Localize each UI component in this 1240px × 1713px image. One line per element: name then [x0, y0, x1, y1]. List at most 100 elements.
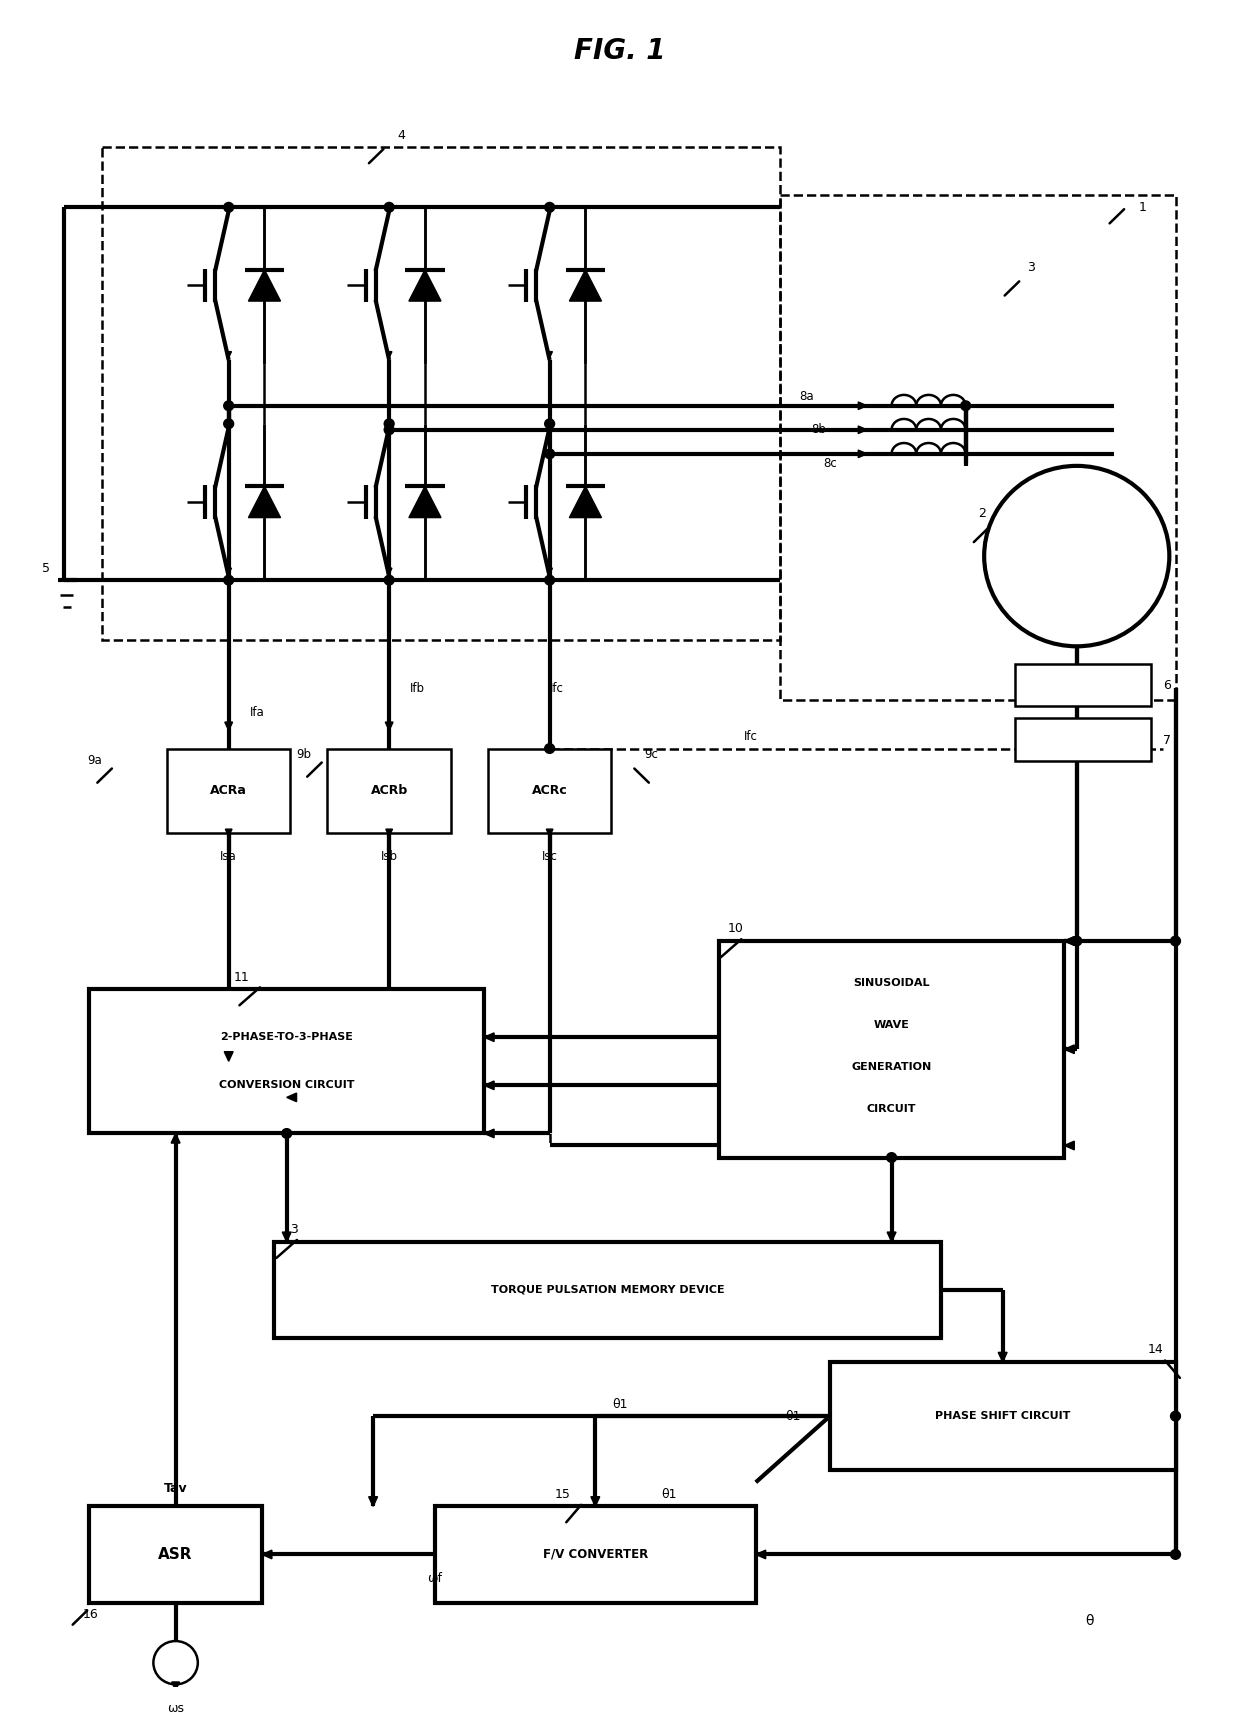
Circle shape [384, 425, 394, 435]
Polygon shape [226, 351, 232, 358]
Polygon shape [387, 351, 392, 358]
Circle shape [384, 576, 394, 584]
Polygon shape [1064, 937, 1074, 946]
Circle shape [1171, 937, 1180, 946]
Text: SINUSOIDAL: SINUSOIDAL [853, 978, 930, 988]
Polygon shape [569, 486, 601, 517]
Text: ASR: ASR [159, 1547, 193, 1562]
Text: Ifb: Ifb [410, 682, 425, 695]
Text: 1: 1 [1138, 200, 1146, 214]
Polygon shape [858, 451, 867, 457]
Circle shape [223, 202, 233, 212]
Text: 16: 16 [83, 1609, 99, 1620]
Polygon shape [547, 569, 552, 574]
Polygon shape [262, 1550, 272, 1559]
Polygon shape [591, 1497, 600, 1506]
Bar [89, 988, 484, 1134]
Bar [89, 1506, 262, 1603]
Polygon shape [283, 1232, 291, 1242]
Polygon shape [409, 486, 441, 517]
Polygon shape [171, 1682, 180, 1691]
Text: 14: 14 [1147, 1343, 1163, 1357]
Polygon shape [858, 403, 867, 409]
Text: CIRCUIT: CIRCUIT [867, 1105, 916, 1115]
Circle shape [961, 401, 971, 411]
Bar [327, 749, 451, 833]
Text: 5: 5 [42, 562, 50, 574]
Circle shape [544, 202, 554, 212]
Text: 13: 13 [283, 1223, 299, 1237]
Text: GENERATION: GENERATION [852, 1062, 931, 1072]
Polygon shape [409, 271, 441, 301]
Bar [830, 1362, 1176, 1470]
Polygon shape [386, 723, 393, 730]
Circle shape [281, 1129, 291, 1137]
Circle shape [544, 449, 554, 459]
Text: 9a: 9a [87, 754, 102, 767]
Text: 8b: 8b [811, 423, 826, 437]
Circle shape [887, 1153, 897, 1163]
Text: 2-PHASE-TO-3-PHASE: 2-PHASE-TO-3-PHASE [221, 1033, 353, 1042]
Circle shape [223, 420, 233, 428]
Circle shape [223, 401, 233, 411]
Polygon shape [756, 1550, 765, 1559]
Bar [274, 1242, 941, 1338]
Bar [1016, 718, 1151, 761]
Text: ωf: ωf [428, 1573, 443, 1585]
Text: Isb: Isb [381, 850, 398, 863]
Text: 3: 3 [1028, 260, 1035, 274]
Circle shape [544, 576, 554, 584]
Text: Ifc: Ifc [744, 730, 758, 743]
Circle shape [985, 466, 1169, 646]
Circle shape [223, 576, 233, 584]
Text: 9c: 9c [645, 749, 658, 761]
Polygon shape [484, 1129, 494, 1137]
Bar [435, 1506, 756, 1603]
Text: θ1: θ1 [662, 1489, 677, 1501]
Polygon shape [1064, 1045, 1074, 1053]
Text: FIG. 1: FIG. 1 [574, 38, 666, 65]
Polygon shape [386, 829, 393, 836]
Polygon shape [248, 271, 280, 301]
Text: Ifc: Ifc [549, 682, 563, 695]
Text: ωs: ωs [167, 1703, 184, 1713]
Polygon shape [484, 1033, 494, 1042]
Circle shape [544, 420, 554, 428]
Polygon shape [226, 569, 232, 574]
Circle shape [1071, 937, 1081, 946]
Text: 8c: 8c [823, 457, 837, 469]
Text: 2: 2 [978, 507, 986, 521]
Circle shape [384, 202, 394, 212]
Polygon shape [484, 1081, 494, 1089]
Polygon shape [224, 1052, 233, 1062]
Text: 11: 11 [234, 971, 249, 983]
Text: Ifa: Ifa [249, 706, 264, 719]
Text: Tav: Tav [164, 1482, 187, 1495]
Text: 9b: 9b [296, 749, 311, 761]
Circle shape [384, 420, 394, 428]
Polygon shape [547, 829, 553, 836]
Text: 6: 6 [1163, 680, 1171, 692]
Text: 4: 4 [398, 128, 405, 142]
Text: θ1: θ1 [613, 1398, 627, 1410]
Text: CONVERSION CIRCUIT: CONVERSION CIRCUIT [219, 1081, 355, 1091]
Bar [1016, 665, 1151, 706]
Text: Isa: Isa [221, 850, 237, 863]
Bar [780, 195, 1176, 701]
Polygon shape [286, 1093, 296, 1101]
Polygon shape [887, 1232, 897, 1242]
Bar [719, 940, 1064, 1158]
Polygon shape [387, 569, 392, 574]
Polygon shape [1064, 937, 1074, 946]
Polygon shape [368, 1497, 377, 1506]
Text: ACRa: ACRa [211, 785, 247, 797]
Text: ACRc: ACRc [532, 785, 568, 797]
Text: TORQUE PULSATION MEMORY DEVICE: TORQUE PULSATION MEMORY DEVICE [491, 1285, 724, 1295]
Polygon shape [998, 1352, 1007, 1362]
Text: 10: 10 [728, 923, 744, 935]
Text: θ1: θ1 [785, 1410, 801, 1422]
Text: θ: θ [1085, 1614, 1094, 1627]
Bar [487, 749, 611, 833]
Polygon shape [547, 351, 552, 358]
Circle shape [544, 743, 554, 754]
